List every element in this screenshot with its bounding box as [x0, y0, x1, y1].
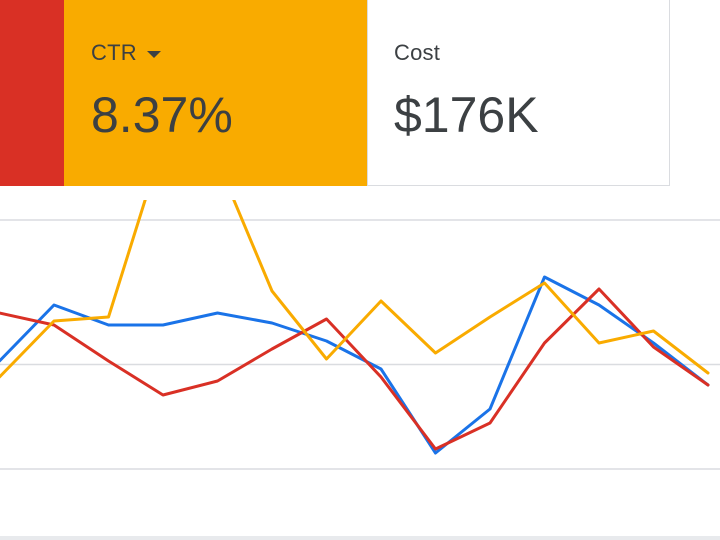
metric-value-ctr: 8.37%: [91, 87, 233, 143]
chart-series-line-2[interactable]: [0, 287, 710, 451]
metric-card-cost[interactable]: Cost $176K: [367, 0, 670, 186]
performance-line-chart: [0, 200, 720, 470]
metric-label-cost: Cost: [394, 40, 441, 65]
dropdown-caret-icon[interactable]: [146, 50, 161, 58]
metric-card-clicks[interactable]: [0, 0, 64, 186]
metric-card-strip: CTR 8.37% Cost $176K: [0, 0, 720, 187]
chart-series-line-3[interactable]: [0, 200, 710, 379]
metric-card-ctr[interactable]: CTR 8.37%: [64, 0, 368, 186]
metric-value-cost: $176K: [394, 87, 539, 143]
metric-label-ctr: CTR: [91, 40, 161, 66]
chart-series-line-1[interactable]: [0, 275, 710, 455]
chart-series-layer: [0, 200, 710, 455]
bottom-divider: [0, 536, 720, 540]
chart-grid: [0, 219, 720, 470]
metric-label-ctr-text: CTR: [91, 40, 137, 65]
